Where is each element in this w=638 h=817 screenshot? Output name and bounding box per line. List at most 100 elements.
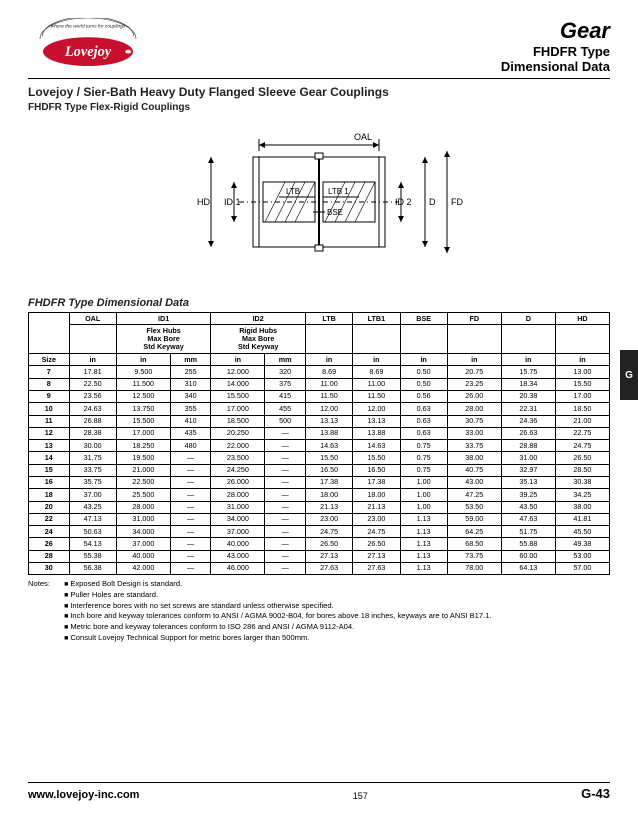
table-cell: 47.13 (69, 513, 116, 525)
table-cell: 14.63 (305, 440, 352, 452)
table-cell: 12.000 (211, 366, 265, 378)
table-cell: 13.13 (305, 415, 352, 427)
table-cell: 64.25 (447, 526, 501, 538)
table-cell: 0.75 (400, 440, 447, 452)
table-row: 2247.1331.000—34.000—23.0023.001.1359.00… (29, 513, 610, 525)
header-titles: Gear FHDFR Type Dimensional Data (501, 18, 610, 74)
table-cell: 15 (29, 464, 70, 476)
table-cell: 455 (265, 403, 306, 415)
table-cell: 8.69 (353, 366, 400, 378)
page-title: Lovejoy / Sier-Bath Heavy Duty Flanged S… (28, 85, 610, 99)
table-cell: — (265, 550, 306, 562)
table-cell: 34.25 (555, 489, 609, 501)
col-fd: FD (447, 313, 501, 325)
table-cell: 15.500 (116, 415, 170, 427)
table-cell: 59.00 (447, 513, 501, 525)
table-cell: 16.50 (353, 464, 400, 476)
table-cell: 8.69 (305, 366, 352, 378)
table-cell: 37.00 (69, 489, 116, 501)
table-cell: 17.00 (555, 390, 609, 402)
page-footer: www.lovejoy-inc.com 157 G-43 (28, 782, 610, 801)
table-cell: 410 (170, 415, 211, 427)
svg-text:OAL: OAL (354, 132, 372, 142)
table-cell: — (170, 526, 211, 538)
unit-4: in (211, 354, 265, 366)
table-cell: — (265, 526, 306, 538)
table-cell: 0.75 (400, 464, 447, 476)
note-item: Puller Holes are standard. (64, 590, 491, 601)
unit-11: in (555, 354, 609, 366)
table-cell: 78.00 (447, 562, 501, 574)
svg-text:FD: FD (451, 197, 463, 207)
table-cell: 18.00 (305, 489, 352, 501)
table-cell: 14 (29, 452, 70, 464)
table-cell: 56.38 (69, 562, 116, 574)
table-cell: 0.63 (400, 403, 447, 415)
unit-5: mm (265, 354, 306, 366)
col-id2: ID2 (211, 313, 306, 325)
table-cell: 33.00 (447, 427, 501, 439)
table-cell: 0.50 (400, 378, 447, 390)
table-cell: 37.000 (116, 538, 170, 550)
page-subtitle: FHDFR Type Flex-Rigid Couplings (28, 102, 610, 113)
table-cell: — (170, 501, 211, 513)
table-cell: 31.75 (69, 452, 116, 464)
brand-logo: where the world turns for couplings Love… (28, 18, 148, 72)
table-cell: — (265, 489, 306, 501)
unit-10: in (501, 354, 555, 366)
header-line1: Gear (501, 18, 610, 44)
table-cell: 26.50 (305, 538, 352, 550)
table-cell: 38.00 (447, 452, 501, 464)
col-bse: BSE (400, 313, 447, 325)
table-section-title: FHDFR Type Dimensional Data (28, 297, 610, 309)
table-cell: 68.50 (447, 538, 501, 550)
table-cell: 16.50 (305, 464, 352, 476)
table-cell: 20.75 (447, 366, 501, 378)
table-cell: 31.000 (211, 501, 265, 513)
table-cell: 50.63 (69, 526, 116, 538)
table-cell: 27.13 (305, 550, 352, 562)
note-item: Metric bore and keyway tolerances confor… (64, 622, 491, 633)
table-cell: 34.000 (211, 513, 265, 525)
table-cell: 26.000 (211, 476, 265, 488)
table-cell: 480 (170, 440, 211, 452)
table-cell: 60.00 (501, 550, 555, 562)
table-cell: — (170, 562, 211, 574)
section-tab: G (620, 350, 638, 400)
table-cell: 15.75 (501, 366, 555, 378)
table-cell: 12.00 (305, 403, 352, 415)
table-cell: 43.000 (211, 550, 265, 562)
table-cell: 54.13 (69, 538, 116, 550)
table-cell: 20.38 (501, 390, 555, 402)
table-cell: 27.63 (305, 562, 352, 574)
table-cell: 14.000 (211, 378, 265, 390)
table-cell: 1.00 (400, 501, 447, 513)
table-cell: 11.500 (116, 378, 170, 390)
table-cell: 40.75 (447, 464, 501, 476)
table-cell: — (265, 513, 306, 525)
table-cell: 26.50 (353, 538, 400, 550)
table-cell: 22 (29, 513, 70, 525)
table-cell: 28 (29, 550, 70, 562)
table-cell: 22.75 (555, 427, 609, 439)
table-cell: 18.500 (211, 415, 265, 427)
table-row: 1431.7519.500—23.500—15.5015.500.7538.00… (29, 452, 610, 464)
table-cell: 40.000 (116, 550, 170, 562)
table-cell: — (265, 440, 306, 452)
table-cell: — (265, 427, 306, 439)
table-row: 2043.2528.000—31.000—21.1321.131.0053.50… (29, 501, 610, 513)
table-row: 3056.3842.000—46.000—27.6327.631.1378.00… (29, 562, 610, 574)
table-cell: 8 (29, 378, 70, 390)
table-cell: 1.13 (400, 562, 447, 574)
table-cell: 18.00 (353, 489, 400, 501)
col-oal: OAL (69, 313, 116, 325)
table-cell: 255 (170, 366, 211, 378)
table-cell: 31.00 (501, 452, 555, 464)
table-cell: 320 (265, 366, 306, 378)
id2-group: Rigid HubsMax BoreStd Keyway (211, 325, 306, 354)
table-cell: 30.75 (447, 415, 501, 427)
table-cell: 20.250 (211, 427, 265, 439)
table-cell: 10 (29, 403, 70, 415)
table-cell: 18.50 (555, 403, 609, 415)
table-cell: 11.50 (305, 390, 352, 402)
